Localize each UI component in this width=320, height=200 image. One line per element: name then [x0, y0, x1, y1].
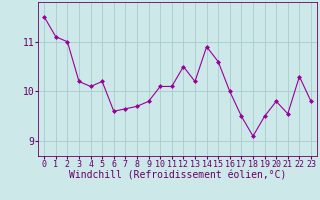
X-axis label: Windchill (Refroidissement éolien,°C): Windchill (Refroidissement éolien,°C) [69, 171, 286, 181]
